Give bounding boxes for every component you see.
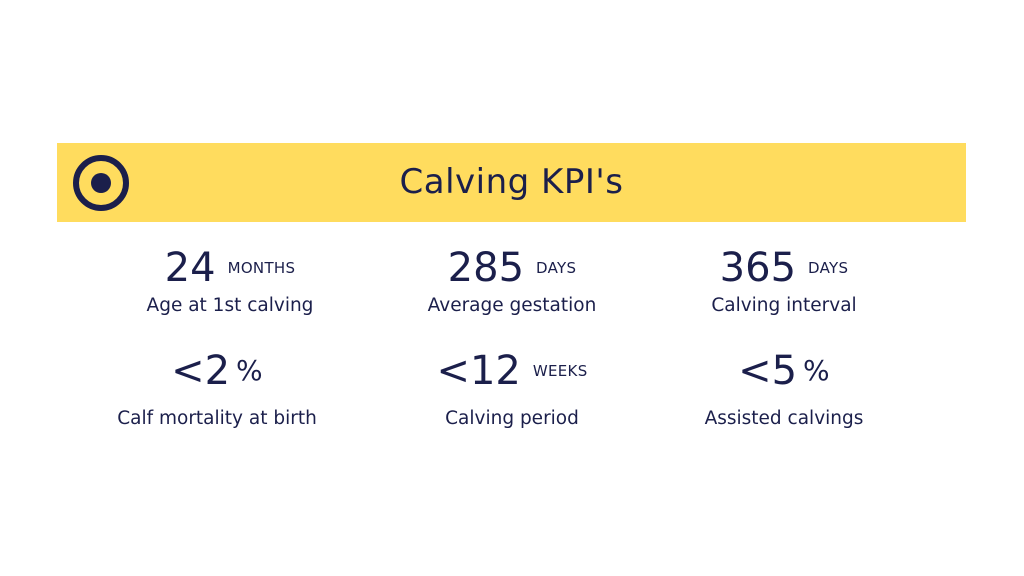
kpi-unit: DAYS bbox=[808, 259, 849, 277]
kpi-calf-mortality: <2 % Calf mortality at birth bbox=[67, 346, 367, 429]
kpi-label: Assisted calvings bbox=[704, 408, 864, 429]
kpi-value: <2 bbox=[171, 348, 231, 394]
kpi-unit: % bbox=[236, 354, 263, 387]
kpi-label: Calf mortality at birth bbox=[117, 408, 317, 429]
kpi-label: Age at 1st calving bbox=[146, 295, 314, 316]
kpi-assisted-calvings: <5 % Assisted calvings bbox=[634, 346, 934, 429]
kpi-unit: DAYS bbox=[536, 259, 577, 277]
kpi-age-first-calving: 24 MONTHS Age at 1st calving bbox=[80, 243, 380, 316]
kpi-calving-period: <12 WEEKS Calving period bbox=[362, 346, 662, 429]
kpi-unit: % bbox=[803, 354, 830, 387]
kpi-value: 285 bbox=[447, 245, 525, 291]
page-title: Calving KPI's bbox=[399, 162, 624, 202]
kpi-calving-interval: 365 DAYS Calving interval bbox=[634, 243, 934, 316]
kpi-average-gestation: 285 DAYS Average gestation bbox=[362, 243, 662, 316]
kpi-value: <5 bbox=[738, 348, 798, 394]
kpi-value: 365 bbox=[719, 245, 797, 291]
kpi-unit: MONTHS bbox=[227, 259, 296, 277]
kpi-unit: WEEKS bbox=[532, 362, 588, 380]
kpi-value: <12 bbox=[436, 348, 521, 394]
kpi-value: 24 bbox=[164, 245, 216, 291]
target-icon bbox=[73, 155, 129, 211]
kpi-label: Average gestation bbox=[427, 295, 597, 316]
kpi-label: Calving interval bbox=[711, 295, 857, 316]
title-banner: Calving KPI's bbox=[57, 143, 966, 222]
kpi-label: Calving period bbox=[445, 408, 579, 429]
